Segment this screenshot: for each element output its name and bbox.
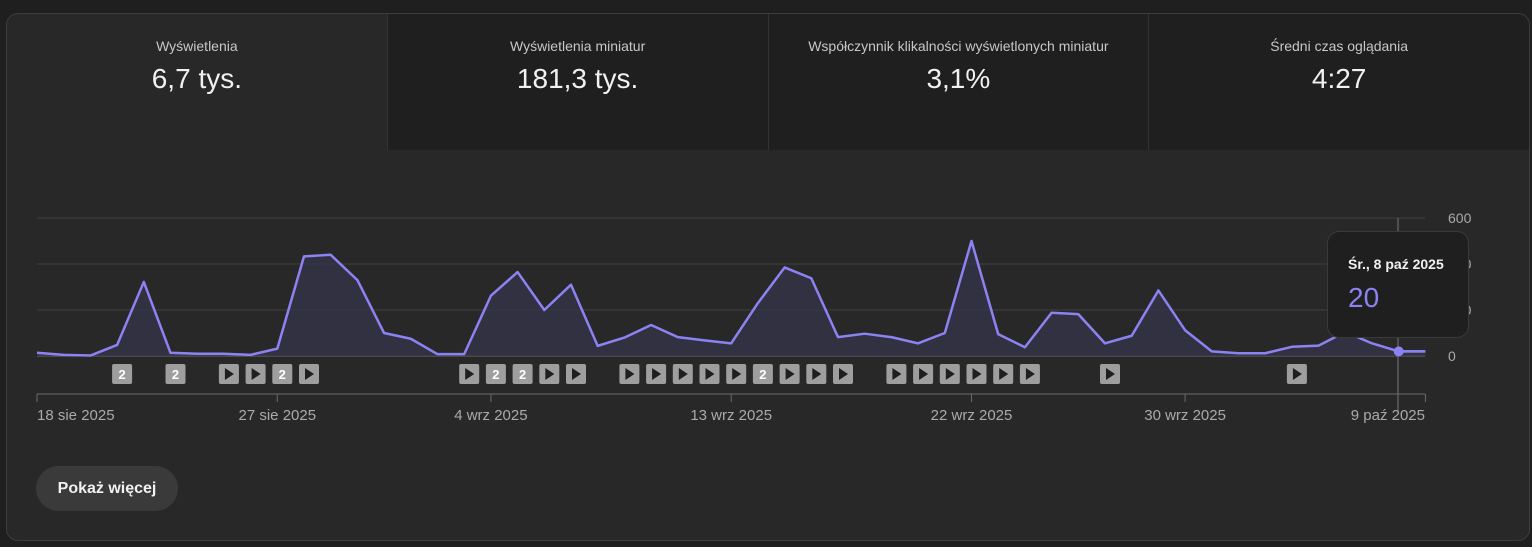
video-marker <box>512 364 533 384</box>
play-icon <box>919 368 929 380</box>
video-marker <box>272 364 293 384</box>
video-marker <box>752 364 773 384</box>
video-marker <box>485 364 506 384</box>
tab-value: 4:27 <box>1311 63 1367 94</box>
x-tick-label: 30 wrz 2025 <box>1144 407 1226 424</box>
play-icon <box>625 368 635 380</box>
show-more-button[interactable]: Pokaż więcej <box>36 466 178 511</box>
tab-thumbnail-impressions[interactable]: Wyświetlenia miniatur 181,3 tys. <box>386 14 768 150</box>
video-marker <box>112 364 133 384</box>
play-icon <box>224 368 234 380</box>
video-marker-count: 2 <box>759 367 766 382</box>
views-area <box>37 241 1426 356</box>
play-icon <box>812 368 822 380</box>
play-icon <box>972 368 982 380</box>
video-marker-count: 2 <box>118 367 125 382</box>
analytics-card: Wyświetlenia 6,7 tys. Wyświetlenia minia… <box>6 13 1530 541</box>
play-icon <box>732 368 742 380</box>
play-icon <box>945 368 955 380</box>
tooltip-value: 20 <box>1348 282 1380 313</box>
tab-value: 181,3 tys. <box>516 63 639 94</box>
play-icon <box>465 368 475 380</box>
play-icon <box>305 368 314 380</box>
x-tick-label: 13 wrz 2025 <box>690 407 772 424</box>
tab-avg-view-duration[interactable]: Średni czas oglądania 4:27 <box>1148 14 1529 150</box>
play-icon <box>892 368 902 380</box>
play-icon <box>1025 368 1035 380</box>
video-marker <box>165 364 186 384</box>
play-icon <box>678 368 688 380</box>
play-icon <box>652 368 662 380</box>
tab-title: Wyświetlenia <box>156 38 238 54</box>
play-icon <box>839 368 848 380</box>
play-icon <box>1292 368 1302 380</box>
play-icon <box>705 368 715 380</box>
chart-tooltip: Śr., 8 paź 2025 20 <box>1327 231 1469 338</box>
tab-title: Współczynnik klikalności wyświetlonych m… <box>808 38 1109 54</box>
video-marker-count: 2 <box>279 367 286 382</box>
y-tick-label: 0 <box>1448 348 1456 364</box>
video-marker-count: 2 <box>519 367 526 382</box>
x-tick-label: 27 sie 2025 <box>239 407 317 424</box>
play-icon <box>251 368 261 380</box>
tab-value: 6,7 tys. <box>151 63 242 94</box>
video-marker-count: 2 <box>492 367 499 382</box>
metric-tabs: Wyświetlenia 6,7 tys. Wyświetlenia minia… <box>7 14 1529 150</box>
play-icon <box>572 368 581 380</box>
tab-title: Wyświetlenia miniatur <box>510 38 646 54</box>
tab-ctr[interactable]: Współczynnik klikalności wyświetlonych m… <box>767 14 1149 150</box>
play-icon <box>785 368 795 380</box>
play-icon <box>999 368 1009 380</box>
views-line <box>36 239 1426 357</box>
tab-value: 3,1% <box>926 63 991 94</box>
x-tick-label: 9 paź 2025 <box>1351 407 1425 424</box>
tab-views[interactable]: Wyświetlenia 6,7 tys. <box>7 14 387 150</box>
highlight-point <box>1393 346 1404 357</box>
tooltip-date: Śr., 8 paź 2025 <box>1348 256 1444 272</box>
x-tick-label: 18 sie 2025 <box>37 407 115 424</box>
tab-title: Średni czas oglądania <box>1270 38 1408 54</box>
play-icon <box>545 368 555 380</box>
y-tick-label: 600 <box>1448 210 1472 226</box>
x-tick-label: 22 wrz 2025 <box>931 407 1013 424</box>
video-marker-count: 2 <box>172 367 179 382</box>
play-icon <box>1106 368 1115 380</box>
x-tick-label: 4 wrz 2025 <box>454 407 527 424</box>
